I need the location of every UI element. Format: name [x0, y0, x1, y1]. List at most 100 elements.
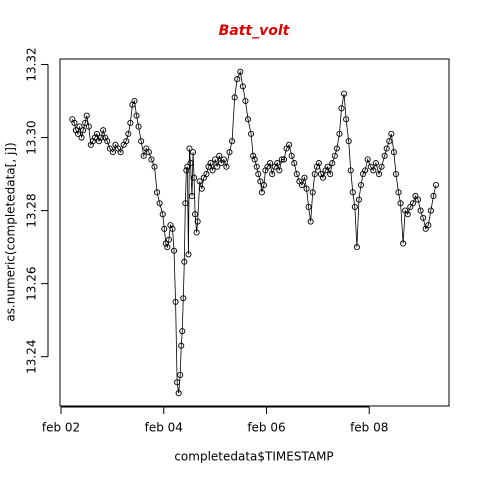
data-point: [138, 138, 145, 145]
data-point: [301, 174, 308, 181]
data-point: [74, 130, 82, 137]
data-point: [260, 181, 267, 189]
data-point: [159, 211, 166, 218]
data-point: [82, 119, 89, 126]
y-tick-label: 13.32: [25, 47, 39, 81]
data-point: [207, 160, 214, 167]
x-tick-label: feb 02: [42, 421, 80, 435]
data-point: [298, 181, 305, 189]
data-point: [209, 167, 216, 174]
data-point: [255, 171, 262, 178]
data-point: [372, 160, 379, 167]
data-point: [175, 390, 182, 397]
x-tick-label: feb 06: [247, 421, 285, 435]
data-point: [355, 196, 363, 203]
data-point: [165, 236, 172, 243]
y-tick-label: 13.26: [25, 266, 39, 300]
data-point: [181, 258, 188, 265]
data-point: [251, 156, 258, 163]
chart-title: Batt_volt: [219, 23, 291, 39]
data-point: [427, 207, 434, 214]
data-point: [172, 298, 179, 305]
data-point: [185, 251, 192, 258]
data-point: [250, 152, 257, 159]
data-point: [106, 145, 113, 152]
data-point: [174, 379, 181, 386]
data-point: [400, 240, 407, 247]
data-point: [305, 203, 312, 210]
data-point: [192, 211, 199, 218]
data-point: [187, 160, 194, 167]
data-point: [117, 149, 124, 156]
data-point: [186, 145, 193, 152]
series-line: [71, 70, 437, 394]
data-point: [248, 130, 255, 137]
data-point: [78, 134, 85, 141]
y-tick-label: 13.24: [25, 340, 39, 374]
x-tick-label: feb 04: [145, 421, 183, 435]
data-point: [307, 218, 314, 225]
data-point: [329, 160, 336, 167]
data-point: [194, 218, 201, 225]
data-point: [231, 94, 238, 101]
data-point: [386, 138, 393, 145]
data-point: [178, 342, 185, 349]
data-point: [196, 178, 203, 185]
data-point: [148, 156, 155, 163]
data-point: [430, 192, 437, 200]
data-point: [234, 76, 241, 83]
data-point: [288, 152, 295, 159]
y-tick-label: 13.30: [25, 120, 39, 154]
data-point: [109, 149, 116, 156]
data-point: [395, 189, 402, 196]
data-point: [409, 200, 416, 207]
data-point: [188, 192, 196, 200]
data-point: [140, 152, 147, 159]
data-point: [267, 160, 274, 167]
data-point: [258, 189, 265, 196]
data-point: [331, 152, 338, 159]
data-point: [392, 171, 399, 178]
data-point: [303, 185, 310, 192]
data-point: [311, 171, 318, 178]
data-point: [345, 138, 352, 145]
data-point: [177, 371, 184, 379]
data-point: [125, 130, 132, 137]
data-point: [151, 163, 158, 170]
data-point: [131, 97, 138, 105]
data-point: [253, 163, 260, 170]
data-point: [343, 116, 350, 123]
data-point: [133, 112, 140, 119]
x-axis-label: completedata$TIMESTAMP: [174, 450, 333, 464]
data-point: [214, 163, 221, 170]
data-point: [338, 105, 345, 112]
data-point: [291, 160, 298, 167]
data-point: [274, 160, 281, 167]
data-point: [286, 141, 293, 148]
data-point: [180, 295, 187, 302]
data-point: [425, 222, 432, 229]
data-point: [336, 130, 343, 137]
data-point: [189, 149, 197, 156]
data-point: [183, 167, 190, 174]
data-point: [164, 244, 171, 251]
data-point: [370, 167, 377, 174]
data-point: [309, 189, 316, 196]
data-point: [341, 90, 348, 97]
data-point: [381, 152, 388, 159]
data-point: [404, 211, 411, 218]
data-point: [135, 123, 142, 130]
data-point: [123, 138, 130, 145]
data-point: [420, 214, 427, 221]
data-point: [212, 156, 219, 163]
data-point: [351, 203, 358, 210]
data-point: [154, 189, 161, 196]
data-point: [170, 247, 178, 254]
data-point: [242, 97, 249, 105]
data-point: [191, 174, 198, 181]
data-point: [257, 178, 264, 185]
data-point: [226, 149, 233, 156]
data-point: [319, 174, 327, 181]
data-point: [383, 145, 390, 152]
data-point: [162, 240, 169, 247]
